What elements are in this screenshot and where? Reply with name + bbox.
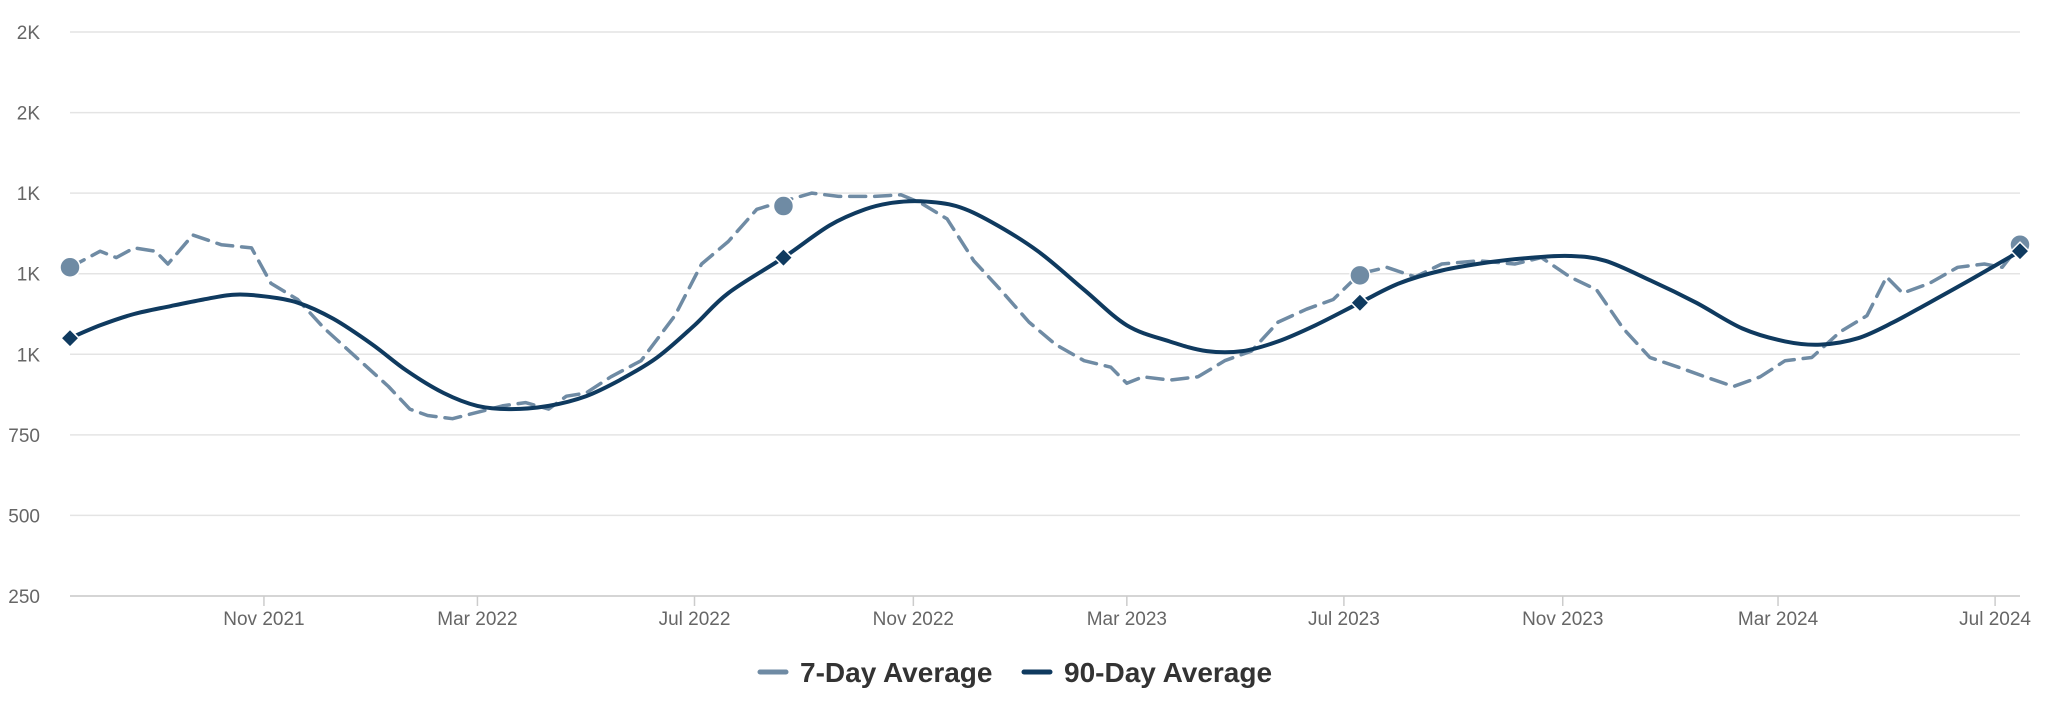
legend[interactable]: 7-Day Average 90-Day Average <box>757 657 1272 688</box>
x-tick-label: Mar 2023 <box>1087 609 1167 630</box>
x-tick-label: Nov 2021 <box>223 609 304 630</box>
x-tick-label: Mar 2024 <box>1738 609 1819 630</box>
y-tick-label: 750 <box>8 426 40 447</box>
series-line-2 <box>68 199 2022 412</box>
x-tick-label: Nov 2022 <box>873 609 954 630</box>
data-point-diamond[interactable] <box>2009 241 2031 262</box>
y-tick-label: 1K <box>17 265 41 286</box>
data-markers <box>59 195 2031 349</box>
series-line-1 <box>68 191 2022 421</box>
y-tick-label: 2K <box>17 23 41 44</box>
legend-item[interactable]: 7-Day Average <box>757 657 992 688</box>
y-tick-label: 1K <box>17 345 41 366</box>
x-tick-label: Jul 2023 <box>1308 609 1380 630</box>
data-point-circle[interactable] <box>772 195 795 217</box>
series-lines <box>68 191 2022 421</box>
axes: 250 500 750 1K 1K 1K 2K 2K Nov 2021 Mar 2022 Jul 2… <box>8 23 2031 630</box>
grid-lines <box>70 31 2020 597</box>
data-point-circle[interactable] <box>59 256 81 279</box>
legend-label: 90-Day Average <box>1064 657 1272 688</box>
legend-label: 7-Day Average <box>800 657 992 688</box>
x-tick-label: Jul 2022 <box>659 609 731 630</box>
x-tick-label: Nov 2023 <box>1522 609 1603 630</box>
y-tick-label: 250 <box>8 587 40 608</box>
x-tick-label: Mar 2022 <box>437 609 517 630</box>
y-tick-label: 1K <box>17 184 41 205</box>
data-point-diamond[interactable] <box>59 328 81 349</box>
x-tick-label: Jul 2024 <box>1959 609 2031 630</box>
data-point-diamond[interactable] <box>1349 292 1370 313</box>
legend-item[interactable]: 90-Day Average <box>1021 657 1272 688</box>
y-tick-label: 500 <box>8 506 40 527</box>
data-point-diamond[interactable] <box>773 247 794 268</box>
y-tick-label: 2K <box>17 104 41 125</box>
data-point-circle[interactable] <box>1349 264 1371 287</box>
